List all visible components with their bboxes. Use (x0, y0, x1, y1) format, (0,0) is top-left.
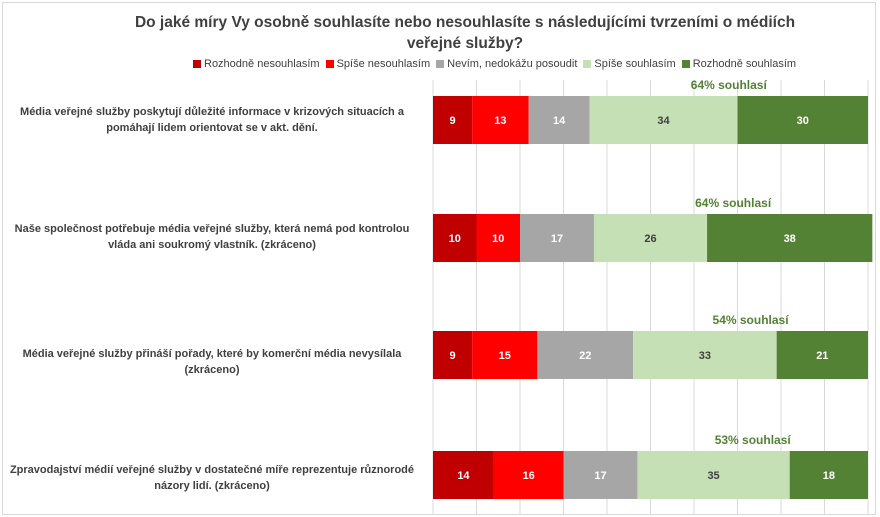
legend-swatch (583, 60, 592, 68)
category-label: Média veřejné služby poskytují důležité … (20, 106, 404, 134)
bar-segment (433, 214, 477, 262)
bar-segment (776, 331, 868, 379)
data-label: 14 (553, 115, 566, 127)
data-label: 17 (594, 470, 606, 482)
data-label: 26 (644, 233, 656, 245)
legend-swatch (681, 60, 690, 68)
data-label: 35 (707, 470, 719, 482)
legend-swatch (193, 60, 201, 68)
data-label: 10 (449, 233, 461, 245)
bar-segment (472, 331, 538, 379)
data-label: 10 (492, 233, 504, 245)
bar-segment (589, 96, 738, 144)
bar-segment (537, 331, 634, 379)
agree-annotation: 64% souhlasí (691, 78, 768, 92)
bar-segment (637, 451, 790, 499)
chart-title: Do jaké míry Vy osobně souhlasíte nebo n… (134, 14, 796, 52)
bar-segment (528, 96, 590, 144)
legend-swatch (436, 60, 445, 68)
bar-segment (593, 214, 708, 262)
agree-annotation: 64% souhlasí (695, 196, 772, 210)
data-label: 38 (784, 233, 796, 245)
data-label: 34 (657, 115, 670, 127)
data-label: 30 (797, 115, 809, 127)
bar-segment (433, 96, 473, 144)
legend-item: Rozhodně nesouhlasím (193, 58, 320, 70)
legend-item: Spíše souhlasím (583, 58, 676, 70)
bar-segment (472, 96, 529, 144)
legend-label: Rozhodně nesouhlasím (204, 58, 320, 70)
bar-segment (476, 214, 520, 262)
legend-item: Rozhodně souhlasím (681, 58, 797, 70)
legend-label: Spíše nesouhlasím (336, 58, 431, 70)
data-label: 9 (450, 115, 456, 127)
data-label: 18 (823, 470, 835, 482)
data-label: 33 (699, 350, 711, 362)
agree-annotation: 54% souhlasí (713, 313, 790, 327)
legend-swatch (325, 60, 334, 68)
data-label: 15 (499, 350, 511, 362)
bar-segment (563, 451, 638, 499)
legend-item: Spíše nesouhlasím (325, 58, 431, 70)
data-label: 14 (457, 470, 470, 482)
agree-annotation: 53% souhlasí (715, 433, 792, 447)
data-label: 16 (523, 470, 535, 482)
category-label: Média veřejné služby přináší pořady, kte… (22, 348, 402, 376)
bar-segment (633, 331, 777, 379)
bar-segment (433, 331, 473, 379)
chart-legend: Rozhodně nesouhlasím Spíše nesouhlasím Nev… (193, 57, 802, 71)
data-label: 21 (816, 350, 828, 362)
legend-label: Nevím, nedokážu posoudit (447, 58, 578, 70)
legend-label: Rozhodně souhlasím (692, 58, 797, 70)
data-label: 9 (450, 350, 456, 362)
data-label: 17 (551, 233, 563, 245)
legend-label: Spíše souhlasím (594, 58, 676, 70)
data-label: 22 (579, 350, 591, 362)
category-label: Zpravodajství médií veřejné služby v dos… (9, 464, 415, 492)
bar-segment (433, 451, 494, 499)
bar-segment (707, 214, 873, 262)
bar-segment (493, 451, 564, 499)
data-label: 13 (494, 115, 506, 127)
legend-item: Nevím, nedokážu posoudit (436, 58, 577, 70)
bar-segment (789, 451, 868, 499)
category-label: Naše společnost potřebuje média veřejné … (14, 223, 410, 251)
bar-segment (737, 96, 868, 144)
bar-segment (520, 214, 594, 262)
